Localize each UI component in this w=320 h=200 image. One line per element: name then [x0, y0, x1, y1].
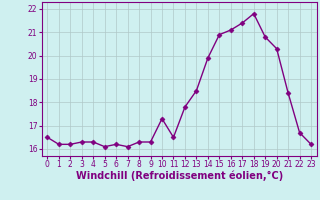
- X-axis label: Windchill (Refroidissement éolien,°C): Windchill (Refroidissement éolien,°C): [76, 171, 283, 181]
